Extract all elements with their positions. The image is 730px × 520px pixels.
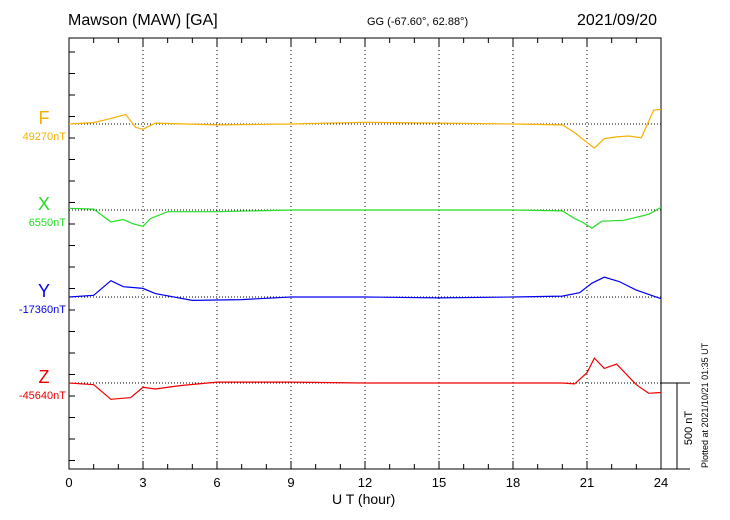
series-lines [68,108,662,400]
series-baseline-value-y: -17360nT [19,304,66,316]
x-tick-label-0: 0 [65,475,72,490]
plotted-timestamp: Plotted at 2021/10/21 01:35 UT [700,342,710,468]
axis-ticks [68,38,662,469]
series-name-z: Z [39,367,50,387]
series-line-z [68,357,662,400]
series-baseline-value-z: -45640nT [19,390,66,402]
x-tick-label-24: 24 [654,475,668,490]
scale-bar-label: 500 nT [683,411,695,446]
series-name-x: X [38,194,50,214]
x-tick-label-12: 12 [358,475,372,490]
x-tick-label-9: 9 [287,475,294,490]
station-coordinates: GG (-67.60°, 62.88°) [367,16,469,28]
series-line-x [68,206,662,229]
series-name-y: Y [38,281,50,301]
series-baseline-value-x: 6550nT [29,217,67,229]
x-tick-label-21: 21 [580,475,594,490]
station-title: Mawson (MAW) [GA] [68,12,218,29]
scale-bar: 500 nT [661,382,695,470]
series-line-y [68,276,662,302]
vertical-gridlines [142,38,588,469]
series-name-f: F [39,108,50,128]
x-tick-label-6: 6 [213,475,220,490]
x-tick-labels: 0 3 6 9 12 15 18 21 24 [65,475,668,490]
plot-date: 2021/09/20 [577,12,658,29]
x-tick-label-15: 15 [432,475,446,490]
series-baseline-value-f: 49270nT [23,131,67,143]
x-axis-label: U T (hour) [332,491,396,507]
series-line-f [68,108,662,149]
x-tick-label-18: 18 [506,475,520,490]
x-tick-label-3: 3 [139,475,146,490]
series-labels: F 49270nT X 6550nT Y -17360nT Z -45640nT [19,108,66,402]
